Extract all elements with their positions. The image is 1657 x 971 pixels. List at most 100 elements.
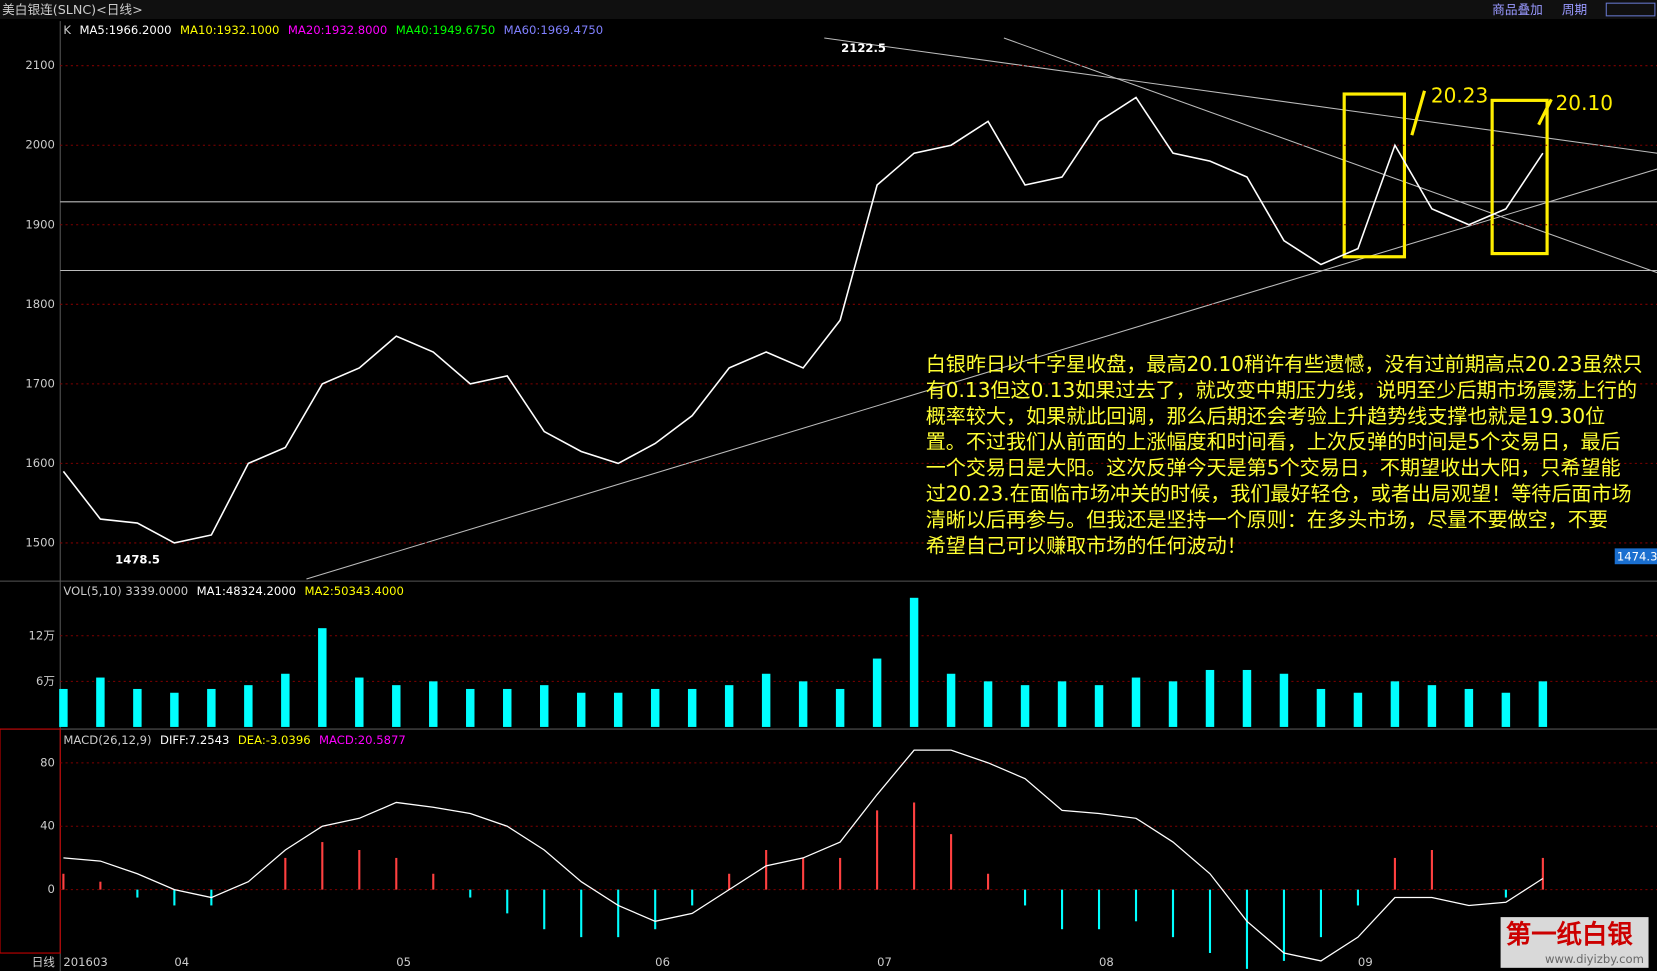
commentary-line: 概率较大，如果就此回调，那么后期还会考验上升趋势线支撑也就是19.30位: [926, 404, 1605, 428]
x-tick-label: 04: [174, 955, 189, 969]
y-tick-label: 6万: [36, 674, 55, 688]
x-tick-label: 06: [655, 955, 670, 969]
legend-entry: MA60:1969.4750: [504, 23, 603, 37]
volume-bar: [540, 685, 549, 727]
legend-entry: VOL(5,10) 3339.0000: [63, 584, 188, 598]
window-title: 美白银连(SLNC)<日线>: [2, 2, 143, 17]
volume-bar: [170, 692, 179, 727]
commentary-line: 有0.13但这0.13如果过去了，就改变中期压力线，说明至少后期市场震荡上行的: [926, 378, 1637, 402]
volume-bar: [687, 688, 697, 727]
period-label: 日线: [32, 955, 56, 969]
y-tick-label: 1500: [25, 535, 55, 549]
legend-entry: DEA:-3.0396: [238, 733, 311, 747]
diff-line: [63, 749, 1544, 962]
volume-bar: [909, 597, 919, 727]
y-tick-label: 1600: [25, 456, 55, 470]
y-tick-label: 0: [48, 882, 55, 896]
x-tick-label: 08: [1099, 955, 1114, 969]
title-bar: [0, 0, 1657, 20]
volume-bar: [1427, 685, 1437, 727]
legend-entry: MA10:1932.1000: [180, 23, 279, 37]
legend-entry: MACD:20.5877: [319, 733, 406, 747]
volume-bar: [355, 677, 364, 727]
volume-bar: [724, 685, 734, 727]
y-tick-label: 12万: [29, 628, 55, 642]
volume-bar: [244, 685, 253, 727]
volume-bar: [835, 688, 845, 727]
watermark: 第一纸白银: [1506, 919, 1633, 949]
y-tick-label: 2000: [25, 138, 55, 152]
volume-bar: [466, 688, 475, 727]
legend-entry: MA1:48324.2000: [197, 584, 296, 598]
volume-bar: [281, 673, 290, 727]
period-button[interactable]: 周期: [1562, 2, 1587, 17]
volume-bar: [983, 681, 993, 727]
volume-bar: [1020, 685, 1030, 727]
legend-entry: MACD(26,12,9): [63, 733, 151, 747]
legend-entry: MA2:50343.4000: [305, 584, 404, 598]
volume-bar: [576, 692, 586, 727]
legend-entry: MA40:1949.6750: [396, 23, 495, 37]
volume-bar: [1131, 677, 1141, 727]
volume-bar: [1242, 669, 1252, 727]
volume-bar: [503, 688, 512, 727]
volume-bar: [761, 673, 771, 727]
volume-bar: [1057, 681, 1067, 727]
volume-bar: [392, 685, 401, 727]
low-label: 1478.5: [115, 552, 160, 566]
y-tick-label: 80: [40, 755, 55, 769]
volume-bar: [1094, 685, 1104, 727]
x-tick-label: 05: [396, 955, 411, 969]
y-tick-label: 1900: [25, 217, 55, 231]
volume-bar: [429, 681, 438, 727]
volume-bar: [133, 688, 142, 727]
legend-entry: K: [63, 23, 71, 37]
volume-bar: [1390, 681, 1400, 727]
volume-bar: [650, 688, 660, 727]
y-tick-label: 40: [40, 819, 55, 833]
annotation: 20.10: [1556, 91, 1613, 115]
commentary-line: 白银昨日以十字星收盘，最高20.10稍许有些遗憾，没有过前期高点20.23虽然只: [926, 352, 1643, 376]
volume-bar: [613, 692, 623, 727]
highlight-boxes: [1342, 90, 1553, 259]
commentary-line: 清晰以后再参与。但我还是坚持一个原则：在多头市场，尽量不要做空，不要: [926, 507, 1608, 531]
x-tick-label: 201603: [63, 955, 107, 969]
legend-entry: MA20:1932.8000: [288, 23, 387, 37]
volume-bar: [1464, 688, 1474, 727]
volume-bar: [96, 677, 105, 727]
high-label: 2122.5: [841, 41, 886, 55]
volume-bar: [1353, 692, 1363, 727]
price-tag: [1614, 548, 1657, 565]
volume-bar: [872, 658, 882, 727]
volume-bar: [1538, 681, 1548, 727]
watermark-url: www.diyizby.com: [1545, 952, 1644, 966]
y-tick-label: 2100: [25, 58, 55, 72]
volume-bar: [59, 688, 68, 727]
price-line: [62, 96, 1544, 544]
volume-bar: [1205, 669, 1215, 727]
y-tick-label: 1800: [25, 297, 55, 311]
annotation: 20.23: [1431, 84, 1488, 108]
volume-bar: [1501, 692, 1511, 727]
legend-entry: MA5:1966.2000: [79, 23, 171, 37]
commentary-line: 置。不过我们从前面的上涨幅度和时间看，上次反弹的时间是5个交易日，最后: [926, 430, 1621, 454]
y-tick-label: 1700: [25, 376, 55, 390]
volume-bar: [1168, 681, 1178, 727]
commentary-line: 过20.23.在面临市场冲关的时候，我们最好轻仓，或者出局观望！等待后面市场: [926, 482, 1632, 506]
volume-bar: [1316, 688, 1326, 727]
active-panel-frame: [0, 728, 61, 954]
window-buttons[interactable]: [1605, 2, 1656, 17]
volume-bar: [798, 681, 808, 727]
volume-bar: [318, 628, 327, 727]
volume-bar: [946, 673, 956, 727]
commentary-line: 一个交易日是大阳。这次反弹今天是第5个交易日，不期望收出大阳，只希望能: [926, 456, 1621, 480]
price-tag-label: 1474.3: [1617, 549, 1657, 563]
volume-bar: [207, 688, 216, 727]
overlay-button[interactable]: 商品叠加: [1492, 2, 1543, 17]
volume-bar: [1279, 673, 1289, 727]
commentary-line: 希望自己可以赚取市场的任何波动！: [926, 533, 1247, 557]
x-tick-label: 07: [877, 955, 892, 969]
